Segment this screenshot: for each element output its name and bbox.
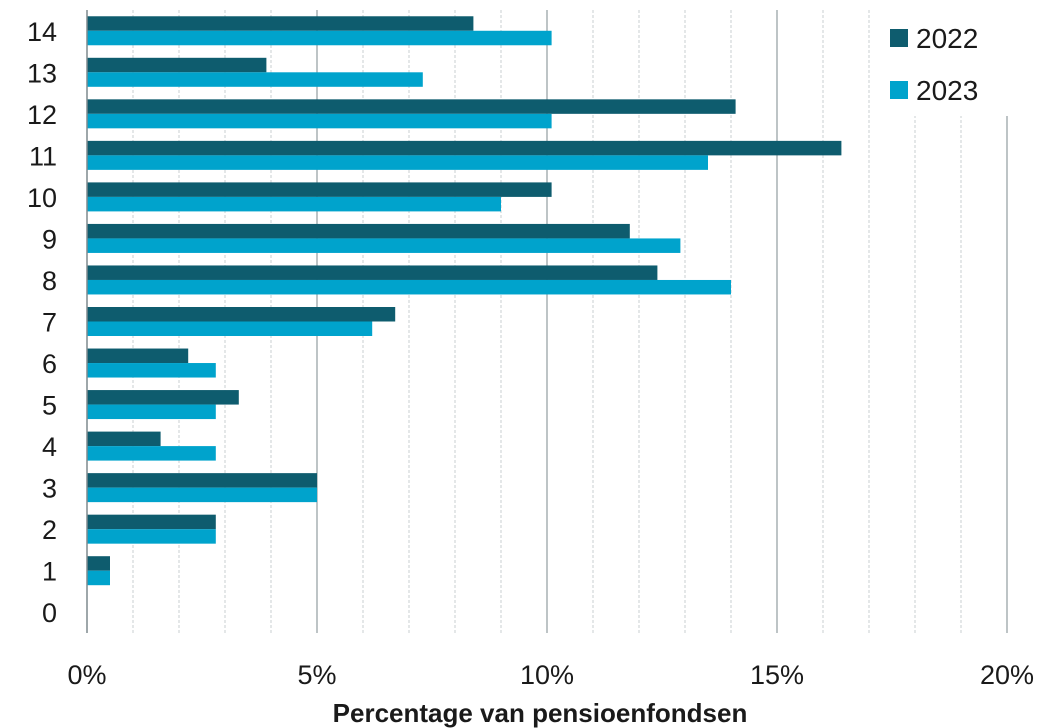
bar-2023-2: [87, 529, 216, 544]
bar-2022-8: [87, 265, 658, 280]
y-tick-label: 7: [42, 308, 57, 338]
y-tick-label: 10: [27, 183, 57, 213]
y-tick-label: 4: [42, 432, 57, 462]
y-tick-label: 11: [29, 141, 57, 171]
y-tick-label: 13: [27, 58, 57, 88]
bar-2023-13: [87, 72, 423, 87]
bar-2022-13: [87, 57, 267, 73]
bar-2023-5: [87, 404, 216, 420]
y-tick-label: 5: [42, 391, 57, 421]
bar-2022-11: [87, 140, 842, 156]
legend-swatch-2023: [890, 81, 908, 99]
bar-2022-5: [87, 390, 239, 405]
bar-2023-6: [87, 363, 216, 378]
bar-2023-1: [87, 570, 110, 586]
bar-2023-11: [87, 155, 708, 170]
bar-2023-10: [87, 196, 501, 212]
bar-2023-12: [87, 113, 552, 129]
y-tick-label: 9: [42, 224, 57, 254]
y-tick-label: 2: [42, 515, 57, 545]
bars: [87, 16, 842, 586]
y-tick-label: 0: [42, 598, 57, 628]
bar-2022-14: [87, 16, 474, 31]
bar-2023-7: [87, 321, 373, 336]
y-tick-label: 6: [42, 349, 57, 379]
x-tick-label: 5%: [297, 660, 336, 690]
legend-swatch-2022: [890, 29, 908, 47]
bar-2023-4: [87, 446, 216, 461]
bar-2022-9: [87, 223, 630, 239]
bar-2022-2: [87, 514, 216, 530]
bar-2023-3: [87, 487, 317, 503]
bar-2022-6: [87, 348, 189, 364]
legend-background: [884, 6, 1040, 116]
legend-label-2023: 2023: [916, 75, 978, 106]
x-tick-label: 20%: [980, 660, 1034, 690]
y-tick-label: 12: [27, 100, 57, 130]
bar-2023-8: [87, 279, 731, 295]
bar-2022-12: [87, 99, 736, 114]
legend-label-2022: 2022: [916, 23, 978, 54]
bar-2022-1: [87, 556, 110, 571]
x-tick-label: 10%: [520, 660, 574, 690]
y-tick-label: 8: [42, 266, 57, 296]
bar-2022-4: [87, 431, 161, 447]
y-tick-label: 1: [42, 557, 57, 587]
y-tick-label: 3: [42, 474, 57, 504]
bar-2022-7: [87, 307, 396, 322]
y-tick-label: 14: [27, 17, 57, 47]
bar-2022-3: [87, 473, 317, 488]
bar-2022-10: [87, 182, 552, 197]
bar-2023-14: [87, 30, 552, 46]
x-axis-label: Percentage van pensioenfondsen: [333, 698, 748, 728]
x-tick-labels: 0% 5% 10% 15% 20%: [67, 660, 1034, 690]
legend: 2022 2023: [884, 6, 1040, 116]
bar-2023-9: [87, 238, 681, 253]
x-tick-label: 15%: [750, 660, 804, 690]
x-tick-label: 0%: [67, 660, 106, 690]
